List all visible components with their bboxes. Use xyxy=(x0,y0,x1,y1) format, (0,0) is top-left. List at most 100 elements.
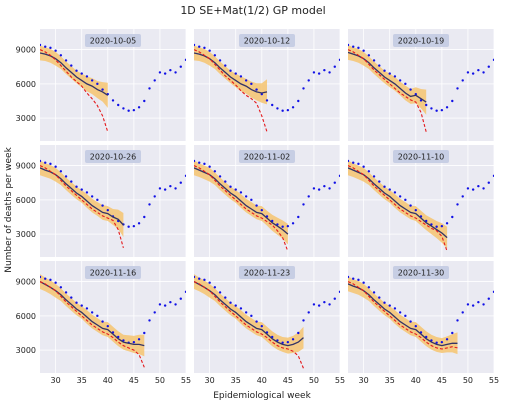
observed-point xyxy=(184,290,186,294)
panel-plot-area xyxy=(348,43,494,133)
y-tick-label: 3000 xyxy=(16,346,36,355)
observed-point xyxy=(194,159,196,163)
observed-point xyxy=(440,340,444,344)
observed-point xyxy=(239,307,243,310)
observed-point xyxy=(357,278,360,282)
observed-point xyxy=(352,45,355,48)
observed-point xyxy=(367,286,371,289)
x-tick-label: 50 xyxy=(463,376,473,385)
observed-point xyxy=(348,159,350,163)
observed-point xyxy=(229,185,232,188)
observed-point xyxy=(357,46,360,50)
observed-point xyxy=(260,208,263,212)
observed-point xyxy=(244,311,248,314)
observed-point xyxy=(398,311,402,314)
x-tick-label: 35 xyxy=(77,376,87,385)
x-tick-label: 55 xyxy=(489,376,499,385)
observed-point xyxy=(85,191,89,194)
x-tick-label: 40 xyxy=(103,376,113,385)
observed-point xyxy=(456,203,459,206)
observed-point xyxy=(276,107,279,110)
x-tick-label: 55 xyxy=(335,376,345,385)
panel-date-box xyxy=(393,150,449,163)
panel-9: 2020-11-30 30 35 40 45 50 55 xyxy=(348,261,499,385)
x-tick-label: 30 xyxy=(51,376,61,385)
panel-date-box xyxy=(239,266,295,279)
observed-point xyxy=(137,338,141,341)
observed-point xyxy=(255,204,258,207)
observed-point xyxy=(244,79,248,82)
observed-point xyxy=(255,88,258,91)
observed-point xyxy=(260,92,263,96)
observed-point xyxy=(393,75,397,78)
observed-point xyxy=(101,88,104,91)
observed-point xyxy=(482,303,485,306)
observed-point xyxy=(143,215,146,219)
observed-point xyxy=(218,175,222,178)
panel-date-badge: 2020-10-19 xyxy=(393,34,449,47)
x-axis-label: Epidemiological week xyxy=(213,391,311,401)
panel-background xyxy=(348,261,494,373)
observed-point xyxy=(430,107,433,110)
observed-point xyxy=(477,300,480,304)
y-tick-label: 3000 xyxy=(16,230,36,239)
panel-background xyxy=(348,145,494,257)
observed-point xyxy=(250,314,253,318)
panel-background xyxy=(194,145,340,257)
observed-point xyxy=(153,195,156,198)
panel-date-label: 2020-10-19 xyxy=(398,37,445,46)
observed-point xyxy=(281,341,284,344)
observed-point xyxy=(409,320,412,323)
observed-point xyxy=(302,203,305,206)
observed-point xyxy=(64,291,68,294)
observed-point xyxy=(352,161,355,164)
observed-point xyxy=(378,180,381,183)
panel-plot-area xyxy=(40,43,186,133)
observed-point xyxy=(224,64,227,67)
fit-line xyxy=(40,52,109,96)
observed-point xyxy=(234,304,237,307)
observed-point xyxy=(148,203,151,206)
observed-point xyxy=(44,277,47,280)
uncertainty-band xyxy=(194,274,304,354)
panel-background xyxy=(40,145,186,257)
panel-date-box xyxy=(85,150,141,163)
observed-point xyxy=(70,180,73,183)
observed-point xyxy=(255,320,258,323)
observed-point xyxy=(471,188,475,191)
observed-point xyxy=(291,338,295,341)
observed-point xyxy=(158,187,162,190)
observed-point xyxy=(302,319,305,322)
observed-point xyxy=(54,49,57,52)
observed-point xyxy=(333,181,336,184)
observed-point xyxy=(143,331,146,335)
observed-point xyxy=(388,304,391,307)
observed-point xyxy=(184,58,186,62)
fit-line xyxy=(348,283,458,347)
observed-point xyxy=(404,82,407,86)
observed-point xyxy=(198,161,201,164)
observed-point xyxy=(456,87,459,90)
observed-point xyxy=(383,185,386,188)
panel-date-badge: 2020-10-26 xyxy=(85,150,141,163)
observed-point xyxy=(398,195,402,198)
observed-point xyxy=(271,103,274,107)
observed-point xyxy=(378,296,381,299)
observed-point xyxy=(80,304,83,307)
observed-point xyxy=(101,204,104,207)
panel-2: 2020-10-12 xyxy=(194,29,341,141)
panel-6: 2020-11-10 xyxy=(348,145,495,257)
panel-plot-area xyxy=(40,159,186,249)
panel-date-badge: 2020-11-02 xyxy=(239,150,295,163)
observed-point xyxy=(372,291,376,294)
panel-background xyxy=(348,29,494,141)
panel-date-box xyxy=(85,34,141,47)
observed-point xyxy=(471,72,475,75)
observed-point xyxy=(198,45,201,48)
observed-point xyxy=(169,68,172,72)
observed-point xyxy=(466,187,470,190)
observed-point xyxy=(482,187,485,190)
observed-point xyxy=(297,215,300,219)
observed-point xyxy=(348,43,350,47)
